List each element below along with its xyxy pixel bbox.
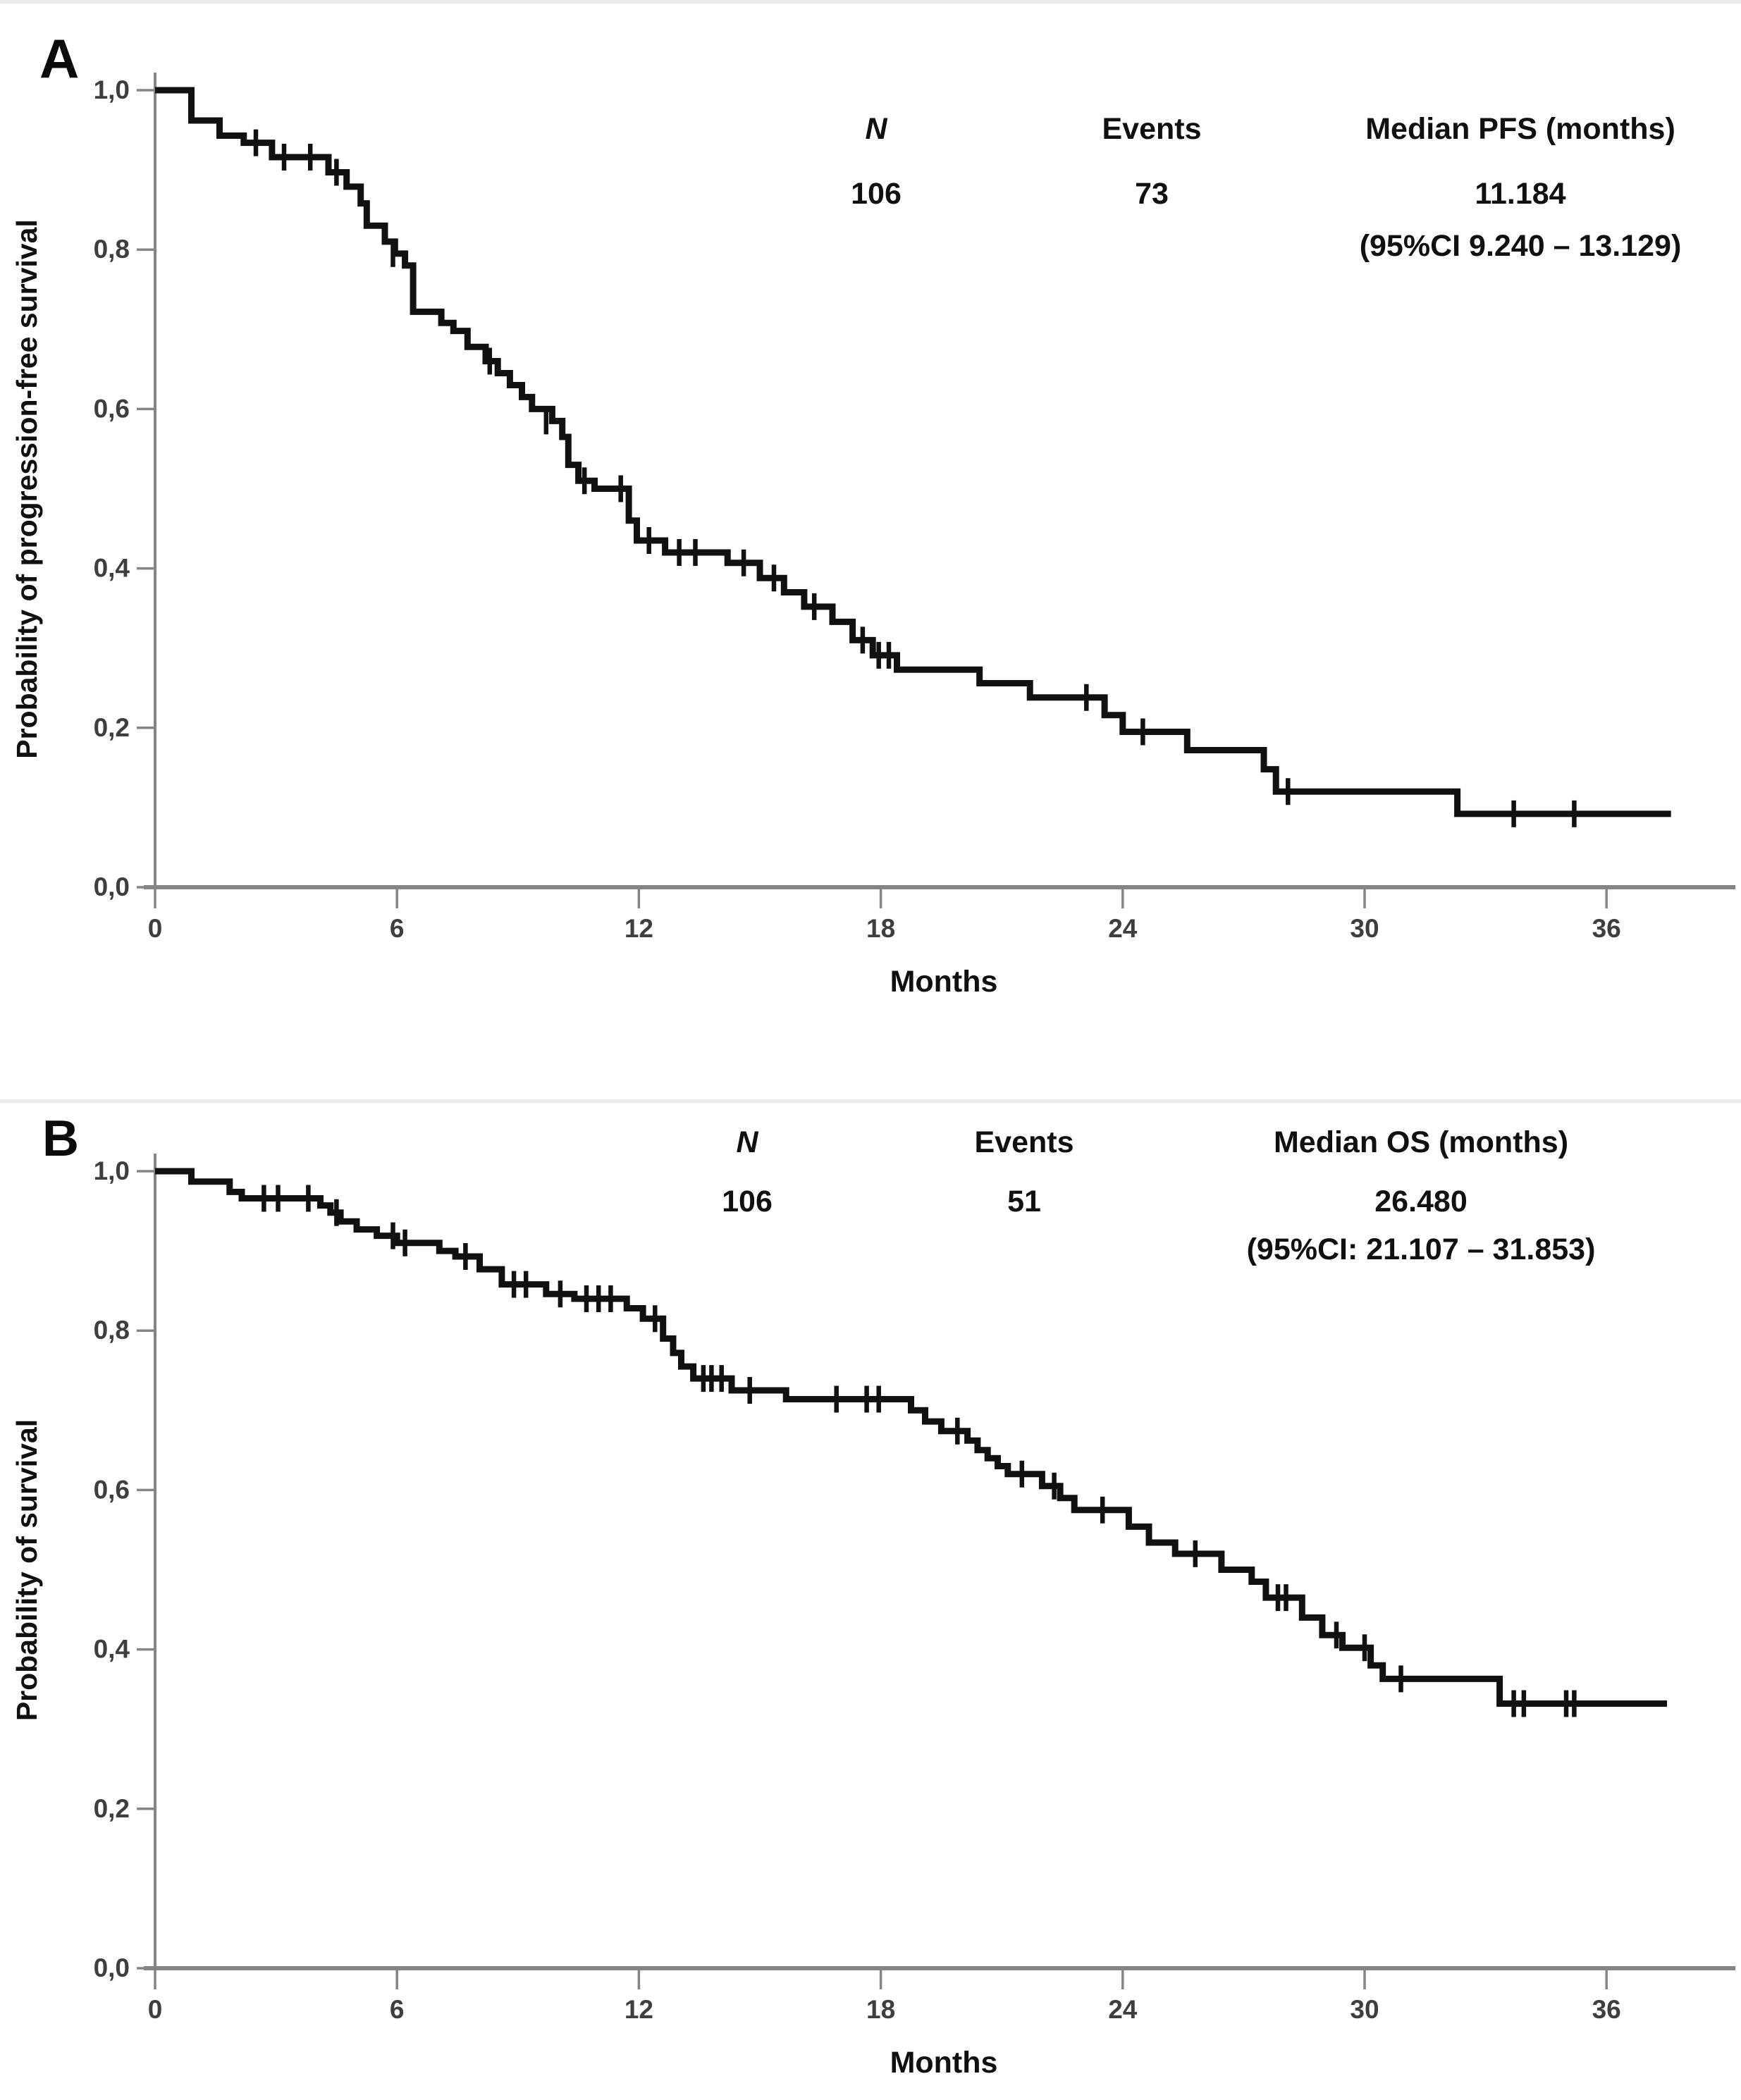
y-tick-label-b: 1,0: [94, 1156, 130, 1185]
x-tick-label-a: 12: [625, 914, 653, 943]
y-tick-label-b: 0,0: [94, 1953, 130, 1982]
censor-marks-pfs: [253, 129, 1577, 827]
y-tick-label-a: 0,8: [94, 235, 130, 264]
pfs-median-value: 11.184: [1475, 177, 1566, 211]
x-tick-label-b: 36: [1592, 1995, 1621, 2024]
y-tick-label-a: 1,0: [94, 75, 130, 104]
os-median-value: 26.480: [1374, 1185, 1468, 1218]
km-curve-os: [155, 1168, 1667, 1707]
y-axis-title-b: Probability of survival: [11, 1419, 43, 1721]
panel-a-label: A: [39, 27, 80, 89]
x-tick-label-a: 30: [1350, 914, 1379, 943]
x-tick-label-b: 12: [625, 1995, 653, 2024]
panel-seam-divider: [0, 1099, 1741, 1103]
panel-b-label: B: [42, 1111, 79, 1167]
pfs-n-header: N: [865, 112, 887, 146]
pfs-ci-value: (95%CI 9.240 – 13.129): [1359, 229, 1682, 263]
y-tick-label-a: 0,6: [94, 394, 130, 423]
x-tick-label-a: 18: [866, 914, 895, 943]
y-axis-title-a: Probability of progression-free survival: [11, 219, 43, 759]
censor-marks-os: [262, 1185, 1577, 1717]
x-tick-label-b: 24: [1108, 1995, 1138, 2024]
x-tick-label-b: 0: [148, 1995, 163, 2024]
x-axis-title-a: Months: [890, 965, 998, 999]
x-tick-label-b: 30: [1350, 1995, 1379, 2024]
y-tick-label-a: 0,0: [94, 872, 130, 901]
panel-a-plot: 0,0 0,2 0,4 0,6 0,8 1,0 0 6 12 18 24 30 36 Months Prob…: [11, 73, 1735, 999]
km-curve-pfs: [155, 87, 1671, 817]
os-n-header: N: [736, 1125, 758, 1159]
y-tick-label-b: 0,2: [94, 1794, 130, 1823]
y-tick-label-a: 0,4: [94, 554, 130, 583]
pfs-events-value: 73: [1135, 177, 1169, 211]
pfs-median-header: Median PFS (months): [1365, 112, 1675, 146]
x-tick-label-a: 24: [1108, 914, 1138, 943]
y-tick-label-b: 0,6: [94, 1475, 130, 1504]
page-top-edge: [0, 0, 1741, 4]
y-tick-label-a: 0,2: [94, 713, 130, 742]
pfs-n-value: 106: [851, 177, 902, 211]
y-tick-label-b: 0,4: [94, 1635, 130, 1664]
x-tick-label-a: 6: [390, 914, 405, 943]
os-n-value: 106: [722, 1185, 773, 1218]
os-ci-value: (95%CI: 21.107 – 31.853): [1246, 1233, 1596, 1266]
x-axis-title-b: Months: [890, 2046, 998, 2080]
x-tick-label-b: 6: [390, 1995, 405, 2024]
x-tick-label-b: 18: [866, 1995, 895, 2024]
panel-b-plot: 0,0 0,2 0,4 0,6 0,8 1,0 0 6 12 18 24 30 36 Months Prob…: [11, 1154, 1735, 2080]
os-events-value: 51: [1007, 1185, 1041, 1218]
y-tick-label-b: 0,8: [94, 1316, 130, 1345]
os-median-header: Median OS (months): [1273, 1125, 1569, 1159]
pfs-events-header: Events: [1102, 112, 1202, 146]
x-tick-label-a: 0: [148, 914, 163, 943]
os-events-header: Events: [974, 1125, 1074, 1159]
x-tick-label-a: 36: [1592, 914, 1621, 943]
